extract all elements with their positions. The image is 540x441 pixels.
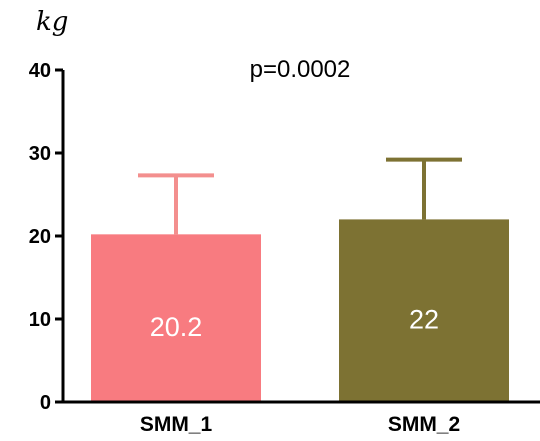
x-tick-label-SMM_1: SMM_1 bbox=[140, 413, 213, 436]
y-tick-label-30: 30 bbox=[29, 143, 51, 165]
bar-SMM_1 bbox=[91, 234, 261, 402]
x-tick-label-SMM_2: SMM_2 bbox=[388, 413, 460, 436]
y-tick-label-20: 20 bbox=[29, 226, 51, 248]
axes-layer: 0 10 20 30 40 bbox=[29, 60, 540, 414]
y-axis-unit-label: kg bbox=[36, 7, 68, 37]
y-tick-label-0: 0 bbox=[40, 392, 51, 414]
p-value-annotation: p=0.0002 bbox=[250, 56, 351, 83]
y-tick-label-40: 40 bbox=[29, 60, 51, 82]
y-tick-label-10: 10 bbox=[29, 309, 51, 331]
data-label-SMM_2: 22 bbox=[409, 305, 439, 335]
data-label-SMM_1: 20.2 bbox=[150, 312, 203, 342]
bar-SMM_2 bbox=[339, 219, 509, 402]
bars-layer: 20.2 SMM_1 22 SMM_2 bbox=[91, 157, 509, 436]
